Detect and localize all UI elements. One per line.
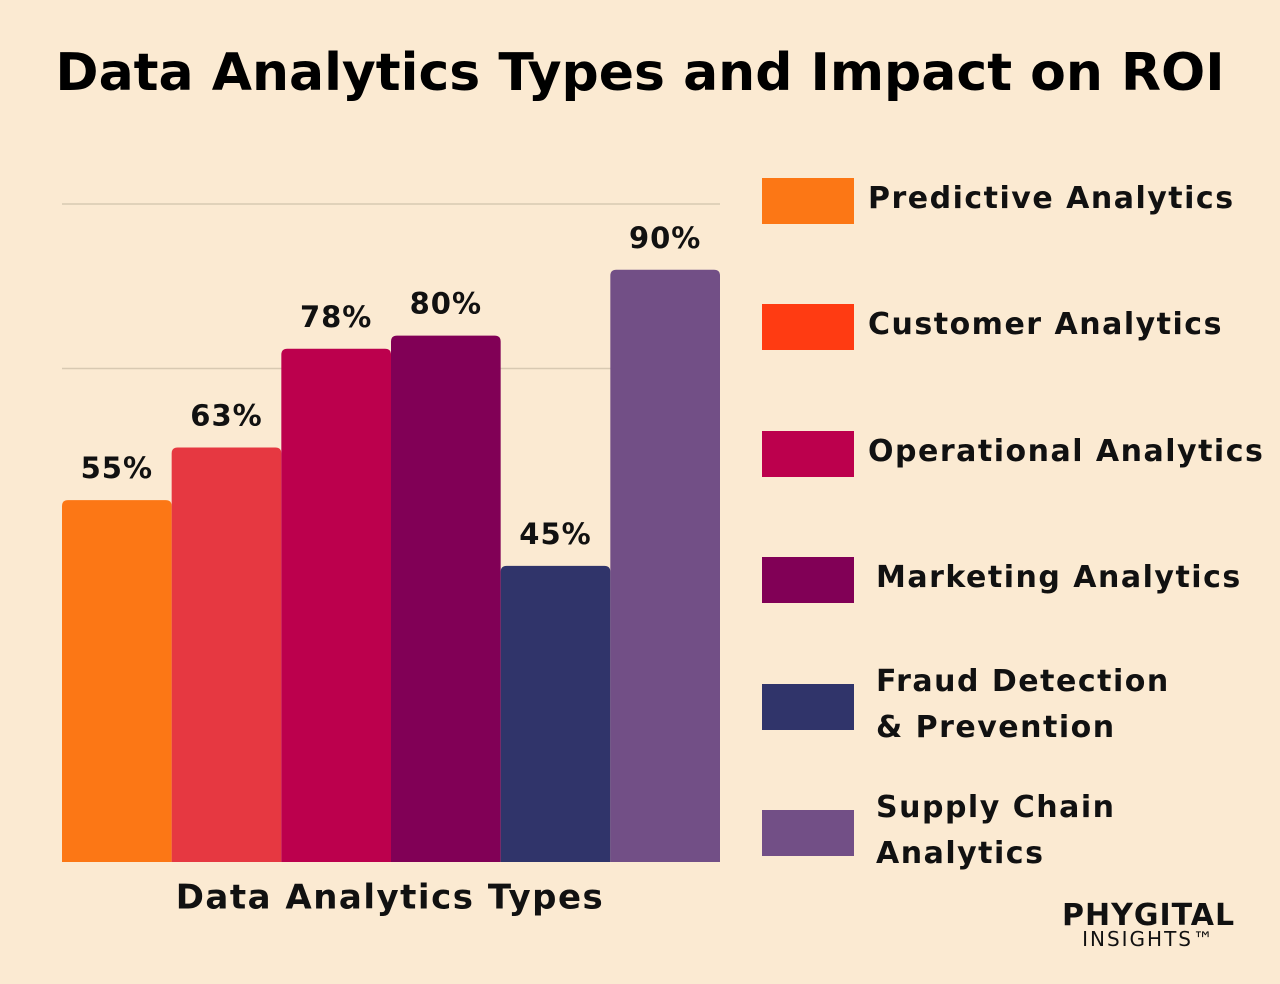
legend-label: Operational Analytics bbox=[868, 433, 1265, 469]
logo: PHYGITAL INSIGHTS™ bbox=[1062, 898, 1235, 951]
bar bbox=[391, 335, 501, 863]
bar bbox=[610, 269, 720, 862]
legend-swatch bbox=[762, 304, 854, 351]
legend-item: Supply Chain Analytics bbox=[762, 790, 1272, 871]
legend-item: Predictive Analytics bbox=[762, 178, 1272, 224]
bar bbox=[62, 500, 172, 862]
value-label: 63% bbox=[190, 398, 262, 432]
value-label: 90% bbox=[629, 221, 701, 255]
logo-tagline: INSIGHTS™ bbox=[1082, 927, 1215, 951]
bar bbox=[171, 447, 282, 862]
value-label: 80% bbox=[410, 287, 482, 321]
chart-title: Data Analytics Types and Impact on ROI bbox=[55, 43, 1224, 103]
legend-item: Fraud Detection & Prevention bbox=[762, 664, 1272, 745]
legend-swatch bbox=[762, 683, 854, 730]
legend-label: Marketing Analytics bbox=[876, 560, 1242, 596]
legend-label: Predictive Analytics bbox=[868, 181, 1235, 216]
bar bbox=[500, 565, 611, 862]
bar bbox=[281, 348, 391, 862]
legend-label: Supply Chain Analytics bbox=[876, 790, 1116, 871]
value-label: 55% bbox=[81, 451, 153, 485]
logo-name: PHYGITAL bbox=[1062, 898, 1236, 933]
legend-item: Customer Analytics bbox=[762, 304, 1272, 351]
value-label: 78% bbox=[300, 300, 372, 334]
legend-item: Operational Analytics bbox=[762, 430, 1272, 477]
legend-label: Fraud Detection & Prevention bbox=[876, 663, 1170, 745]
legend-swatch bbox=[762, 178, 854, 224]
legend-swatch bbox=[762, 557, 854, 604]
legend-item: Marketing Analytics bbox=[762, 557, 1272, 604]
legend-swatch bbox=[762, 430, 854, 477]
legend-label: Customer Analytics bbox=[868, 307, 1223, 343]
x-axis-title: Data Analytics Types bbox=[176, 878, 605, 918]
legend-swatch bbox=[762, 810, 854, 856]
value-label: 45% bbox=[519, 517, 591, 551]
